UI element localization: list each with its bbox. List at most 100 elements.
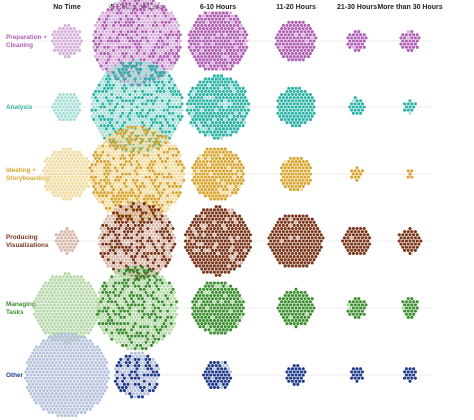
respondent-dot: [283, 45, 287, 49]
respondent-dot: [133, 83, 137, 87]
respondent-dot: [101, 102, 105, 106]
respondent-dot: [359, 245, 363, 249]
respondent-dot: [239, 96, 243, 100]
respondent-dot: [115, 64, 119, 69]
respondent-dot: [131, 153, 135, 157]
respondent-dot: [209, 184, 213, 189]
respondent-dot: [67, 272, 71, 276]
respondent-dot: [292, 23, 296, 27]
respondent-dot: [166, 89, 170, 93]
respondent-dot: [193, 42, 197, 46]
respondent-dot: [194, 251, 198, 256]
respondent-dot: [182, 178, 186, 182]
respondent-dot: [230, 245, 234, 249]
respondent-dot: [119, 248, 123, 252]
respondent-dot: [99, 105, 103, 109]
respondent-dot: [139, 45, 143, 49]
respondent-dot: [298, 124, 302, 128]
respondent-dot: [137, 64, 141, 69]
respondent-dot: [225, 102, 229, 106]
respondent-dot: [90, 306, 94, 310]
respondent-dot: [307, 169, 311, 173]
respondent-dot: [103, 239, 107, 243]
respondent-dot: [113, 92, 117, 97]
respondent-dot: [144, 11, 148, 15]
respondent-dot: [137, 169, 141, 173]
respondent-dot: [157, 117, 161, 122]
respondent-dot: [119, 30, 123, 34]
respondent-dot: [124, 135, 128, 139]
respondent-dot: [198, 226, 202, 231]
respondent-dot: [209, 214, 213, 218]
respondent-dot: [211, 83, 215, 87]
respondent-dot: [155, 303, 159, 307]
respondent-dot: [101, 133, 105, 137]
respondent-dot: [276, 45, 280, 49]
respondent-dot: [239, 114, 243, 118]
respondent-dot: [211, 11, 215, 15]
respondent-dot: [140, 284, 144, 288]
respondent-dot: [126, 255, 130, 259]
respondent-dot: [104, 96, 108, 100]
respondent-dot: [130, 89, 134, 93]
respondent-dot: [207, 67, 211, 71]
respondent-dot: [196, 83, 200, 87]
respondent-dot: [207, 36, 211, 40]
respondent-dot: [296, 42, 300, 46]
respondent-dot: [61, 33, 65, 37]
respondent-dot: [121, 325, 125, 329]
respondent-dot: [99, 51, 103, 56]
respondent-dot: [218, 230, 222, 234]
respondent-dot: [148, 36, 152, 40]
respondent-dot: [214, 205, 218, 209]
respondent-dot: [187, 92, 191, 97]
respondent-dot: [87, 325, 91, 329]
respondent-dot: [47, 159, 51, 164]
respondent-dot: [303, 108, 307, 112]
respondent-dot: [216, 86, 220, 90]
respondent-dot: [299, 114, 303, 118]
respondent-dot: [94, 175, 98, 179]
respondent-dot: [151, 169, 155, 173]
respondent-dot: [108, 36, 112, 40]
respondent-dot: [110, 251, 114, 256]
respondent-dot: [187, 105, 191, 109]
respondent-dot: [196, 61, 200, 65]
respondent-dot: [355, 172, 359, 176]
respondent-dot: [232, 223, 236, 227]
respondent-dot: [221, 11, 225, 15]
respondent-dot: [137, 322, 141, 326]
respondent-dot: [234, 166, 238, 170]
respondent-dot: [278, 96, 282, 100]
respondent-dot: [209, 86, 213, 90]
respondent-dot: [171, 111, 175, 115]
respondent-dot: [214, 255, 218, 259]
respondent-dot: [299, 108, 303, 112]
respondent-dot: [229, 108, 233, 112]
respondent-dot: [149, 306, 153, 310]
respondent-dot: [122, 96, 126, 100]
respondent-dot: [126, 261, 130, 265]
respondent-dot: [401, 245, 405, 249]
respondent-dot: [148, 303, 152, 307]
respondent-dot: [221, 61, 225, 65]
respondent-dot: [285, 175, 289, 179]
respondent-dot: [316, 233, 320, 237]
respondent-dot: [146, 92, 150, 97]
respondent-dot: [52, 30, 56, 34]
respondent-dot: [301, 33, 305, 37]
respondent-dot: [149, 197, 153, 201]
respondent-dot: [207, 133, 211, 137]
respondent-dot: [178, 92, 182, 97]
respondent-dot: [298, 45, 302, 49]
respondent-dot: [236, 175, 240, 179]
respondent-dot: [45, 290, 49, 294]
respondent-dot: [410, 108, 414, 112]
respondent-dot: [160, 26, 164, 31]
respondent-dot: [351, 39, 355, 43]
respondent-dot: [122, 242, 126, 246]
respondent-dot: [212, 233, 216, 237]
respondent-dot: [234, 178, 238, 182]
respondent-dot: [218, 30, 222, 34]
respondent-dot: [283, 233, 287, 237]
